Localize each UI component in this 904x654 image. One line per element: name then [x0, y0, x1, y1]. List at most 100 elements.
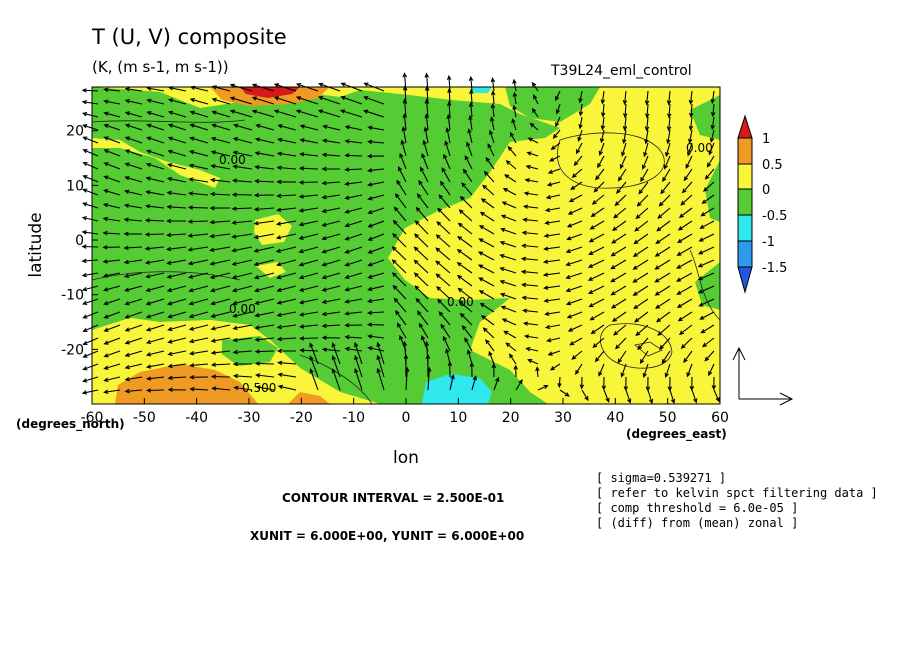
wind-vector: [521, 230, 539, 236]
wind-vector: [255, 373, 275, 378]
wind-vector: [577, 129, 583, 143]
wind-vector: [298, 220, 319, 227]
wind-vector: [504, 174, 517, 183]
wind-vector: [363, 109, 385, 118]
wind-vector: [698, 233, 715, 242]
wind-vector: [144, 232, 165, 237]
wind-vector: [167, 350, 187, 357]
wind-vector: [167, 375, 187, 381]
wind-vector: [321, 180, 341, 186]
contour-fill-orange-bottom: [115, 364, 258, 404]
wind-vector: [231, 246, 253, 253]
wind-vector: [187, 205, 209, 210]
wind-vector: [253, 207, 275, 212]
wind-vector: [187, 219, 209, 224]
wind-vector: [710, 116, 716, 131]
wind-vector: [146, 98, 165, 105]
wind-vector: [144, 259, 165, 265]
wind-vector: [210, 337, 231, 343]
wind-vector: [567, 207, 583, 215]
wind-vector: [367, 125, 385, 131]
wind-vector: [123, 217, 143, 222]
wind-vector: [688, 116, 694, 131]
wind-vector: [123, 203, 143, 209]
wind-vector: [485, 156, 495, 170]
wind-vector: [124, 337, 143, 345]
note-line: [ (diff) from (mean) zonal ]: [596, 516, 798, 530]
wind-vector: [616, 181, 627, 194]
wind-vector: [367, 207, 385, 215]
wind-vector: [210, 311, 231, 319]
wind-vector: [487, 143, 495, 157]
wind-vector: [211, 97, 231, 105]
wind-vector: [402, 98, 408, 118]
wind-vector: [187, 259, 209, 266]
wind-vector: [166, 218, 186, 224]
wind-vector: [419, 166, 429, 183]
wind-vector: [253, 193, 275, 198]
wind-vector: [493, 376, 500, 391]
wind-vector: [697, 285, 715, 294]
wind-vector: [211, 123, 231, 131]
wind-vector: [231, 285, 253, 293]
wind-vector: [344, 194, 363, 200]
wind-vector: [701, 194, 715, 204]
y-axis-ticks: 20 10 0 -10 -20: [61, 124, 98, 358]
wind-vectors: [81, 72, 720, 405]
wind-vector: [189, 375, 209, 380]
wind-vector: [145, 190, 165, 196]
wind-vector: [231, 192, 253, 197]
wind-vector: [525, 346, 539, 352]
wind-vector: [435, 234, 451, 248]
wind-vector: [231, 206, 253, 211]
wind-vector: [437, 207, 451, 222]
wind-vector: [456, 262, 473, 274]
wind-vector: [699, 220, 715, 229]
wind-vector: [275, 246, 297, 254]
wind-vector: [209, 285, 231, 293]
wind-vector: [340, 95, 363, 105]
wind-vector: [418, 322, 429, 339]
wind-vector: [435, 247, 451, 261]
reference-vector: [732, 346, 794, 406]
wind-vector: [321, 335, 341, 340]
wind-vector: [661, 350, 671, 364]
wind-vector: [439, 180, 451, 196]
wind-vector: [441, 167, 451, 183]
wind-vector: [675, 272, 693, 282]
wind-vector: [124, 350, 143, 357]
wind-vector: [471, 375, 477, 391]
wind-vector: [610, 259, 627, 270]
contour-fill-orange-bottom-2: [288, 392, 330, 404]
wind-vector: [544, 311, 561, 317]
wind-vector: [277, 360, 297, 366]
wind-vector: [666, 116, 672, 132]
wind-vector: [276, 348, 297, 354]
wind-vector: [677, 233, 693, 244]
wind-vector: [82, 124, 99, 131]
wind-vector: [401, 126, 407, 144]
wind-vector: [123, 231, 143, 237]
wind-vector: [683, 168, 693, 182]
wind-vector: [210, 374, 231, 379]
contour-label: 0.00: [219, 153, 246, 167]
wind-vector: [435, 273, 451, 287]
wind-vector: [166, 204, 187, 210]
wind-vector: [426, 366, 432, 391]
wind-vector: [102, 230, 121, 236]
wind-vector: [231, 233, 253, 239]
wind-vector: [298, 285, 319, 292]
wind-vector: [611, 220, 627, 232]
wind-vector: [232, 337, 253, 343]
wind-vector: [505, 342, 517, 352]
wind-vector: [295, 96, 319, 105]
x-tick-label: 20: [502, 410, 520, 426]
wind-vector: [676, 285, 693, 295]
wind-vector: [321, 233, 341, 241]
wind-vector: [435, 260, 451, 274]
wind-vector: [478, 277, 495, 287]
wind-vector: [457, 222, 473, 235]
wind-vector: [635, 207, 649, 220]
wind-vector: [354, 367, 363, 391]
x-tick-label: 10: [449, 410, 467, 426]
